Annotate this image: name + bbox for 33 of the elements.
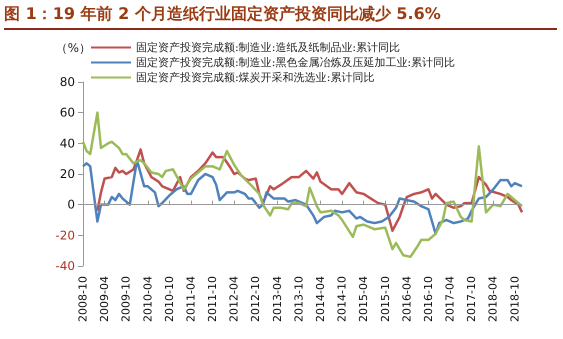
x-tick-label: 2017-04 (444, 276, 457, 322)
y-tick-label: 20 (60, 167, 75, 181)
chart-title: 图 1：19 年前 2 个月造纸行业固定资产投资同比减少 5.6% (4, 4, 557, 30)
x-tick-label: 2013-04 (270, 276, 284, 322)
x-tick-label: 2015-10 (378, 276, 392, 322)
y-tick-label: -20 (55, 228, 75, 242)
y-tick-label: -40 (55, 259, 75, 273)
x-tick-label: 2014-04 (314, 276, 327, 322)
x-tick-label: 2009-10 (120, 276, 133, 322)
x-tick-label: 2015-04 (357, 276, 370, 322)
x-tick-label: 2011-10 (206, 276, 220, 322)
x-tick-label: 2008-10 (76, 276, 90, 322)
x-tick-label: 2013-10 (292, 276, 306, 322)
x-tick-label: 2011-04 (184, 276, 198, 322)
x-tick-label: 2012-10 (249, 276, 262, 322)
x-tick-label: 2014-10 (336, 276, 349, 322)
y-tick-label: 80 (60, 75, 75, 89)
legend-label: 固定资产投资完成额:制造业:黑色金属冶炼及压延加工业:累计同比 (136, 56, 456, 69)
y-tick-label: 0 (67, 198, 75, 212)
legend-label: 固定资产投资完成额:制造业:造纸及纸制品业:累计同比 (136, 41, 400, 54)
x-tick-label: 2012-04 (228, 276, 241, 322)
x-tick-label: 2016-04 (400, 276, 414, 322)
x-tick-label: 2010-04 (141, 276, 154, 322)
x-tick-label: 2018-10 (508, 276, 522, 322)
y-axis-title: （%） (56, 41, 91, 55)
x-tick-label: 2009-04 (98, 276, 112, 322)
x-tick-label: 2017-10 (465, 276, 478, 322)
x-tick-label: 2018-04 (486, 276, 500, 322)
y-tick-label: 40 (60, 136, 75, 150)
legend-label: 固定资产投资完成额:煤炭开采和洗选业:累计同比 (136, 71, 374, 84)
y-tick-label: 60 (60, 106, 75, 120)
x-tick-label: 2016-10 (422, 276, 435, 322)
x-tick-label: 2010-10 (162, 276, 176, 322)
